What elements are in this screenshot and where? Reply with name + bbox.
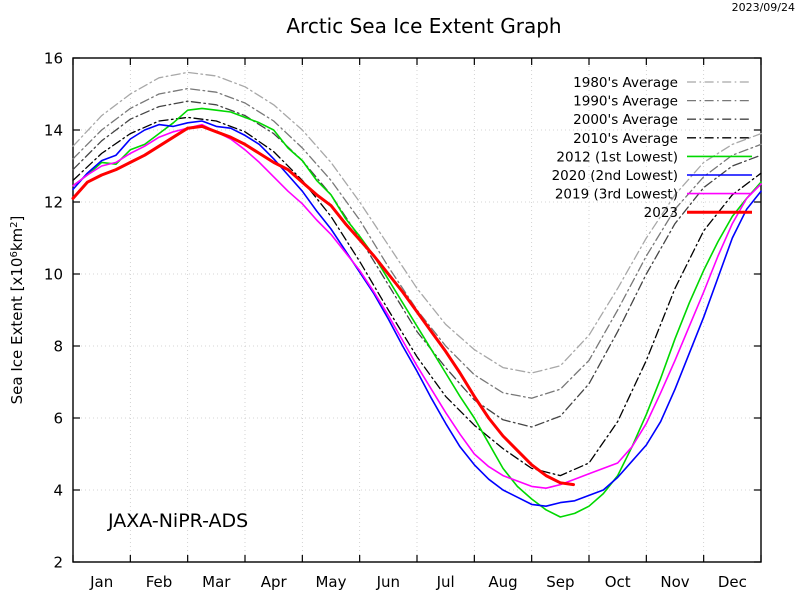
series-line-7 (71, 124, 576, 487)
x-tick-label-dec: Dec (718, 573, 747, 591)
series-line-0 (72, 71, 762, 374)
y-tick-label: 4 (53, 482, 63, 500)
x-tick-label-apr: Apr (261, 573, 288, 591)
watermark-label: JAXA-NiPR-ADS (107, 510, 248, 532)
series-line-4 (72, 107, 762, 518)
x-tick-label-jun: Jun (376, 573, 400, 591)
series-line-1 (72, 87, 762, 399)
series-line-2 (72, 100, 762, 428)
y-tick-label: 16 (44, 50, 63, 68)
legend-label-7: 2023 (644, 205, 678, 221)
legend-label-2: 2000's Average (573, 112, 678, 128)
x-tick-label-nov: Nov (660, 573, 689, 591)
y-tick-label: 8 (53, 338, 63, 356)
y-tick-labels: 2 4 6 8 10 12 14 16 (44, 50, 63, 572)
legend-label-1: 1990's Average (573, 94, 678, 110)
y-tick-label: 6 (53, 410, 63, 428)
x-tick-label-oct: Oct (605, 573, 631, 591)
plot-frame (72, 57, 762, 563)
x-tick-labels: Jan Feb Mar Apr May Jun Jul Aug Sep Oct Nov Dec (89, 573, 747, 591)
legend-label-6: 2019 (3rd Lowest) (555, 187, 678, 203)
chart-legend: 1980's Average 1990's Average 2000's Avera… (552, 75, 752, 221)
gridlines (73, 58, 761, 562)
y-tick-label: 12 (44, 194, 63, 212)
x-tick-label-mar: Mar (202, 573, 231, 591)
y-tick-label: 2 (53, 554, 63, 572)
y-tick-label: 14 (44, 122, 63, 140)
legend-label-0: 1980's Average (573, 75, 678, 91)
x-tick-label-jan: Jan (89, 573, 113, 591)
legend-label-5: 2020 (2nd Lowest) (552, 168, 678, 184)
x-tick-label-sep: Sep (546, 573, 574, 591)
x-tick-label-may: May (315, 573, 346, 591)
x-tick-label-feb: Feb (146, 573, 173, 591)
date-stamp: 2023/09/24 (732, 1, 795, 14)
series-line-3 (72, 116, 762, 477)
y-tick-label: 10 (44, 266, 63, 284)
legend-label-3: 2010's Average (573, 131, 678, 147)
y-axis-label: Sea Ice Extent [x106km2] (8, 216, 26, 405)
series-lines (71, 71, 762, 518)
legend-label-4: 2012 (1st Lowest) (556, 149, 678, 165)
page-title: Arctic Sea Ice Extent Graph (286, 14, 561, 38)
x-tick-label-jul: Jul (436, 573, 455, 591)
x-tick-label-aug: Aug (488, 573, 517, 591)
series-line-5 (72, 120, 762, 507)
